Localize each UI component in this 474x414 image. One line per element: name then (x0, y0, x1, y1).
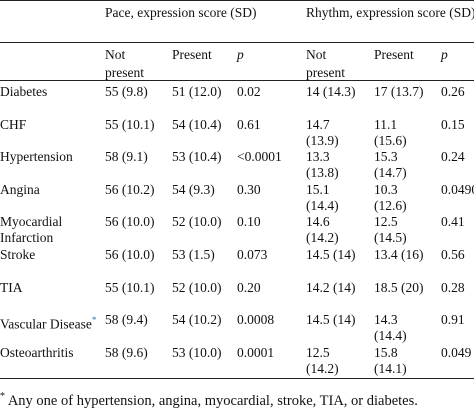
header-pace-group: Pace, expression score (SD) (105, 5, 257, 20)
rhythm-not-present-cell: 14.5 (14) (306, 312, 356, 328)
pace-p-value-cell: 0.20 (237, 279, 261, 295)
row-label: Osteoarthritis (0, 345, 100, 361)
rhythm-p-value-cell: 0.049 (441, 344, 472, 360)
rhythm-p-value-cell: 0.56 (441, 247, 465, 262)
pace-p-value-cell: <0.0001 (237, 149, 282, 165)
pace-not-present-cell: 55 (9.8) (105, 84, 148, 99)
row-label-text: Diabetes (0, 84, 48, 99)
pace-present-cell: 53 (1.5) (172, 247, 215, 262)
row-label: Diabetes (0, 84, 100, 100)
pace-present-cell: 54 (10.2) (172, 312, 222, 328)
footnote-mark: * (0, 391, 5, 402)
row-label-text: Hypertension (0, 149, 73, 165)
pace-present-cell: 52 (10.0) (172, 279, 222, 295)
rhythm-present-cell: 15.3 (14.7) (374, 149, 407, 181)
header-pace-not-present: Not present (105, 47, 144, 80)
table-bottom-rule (0, 378, 474, 379)
pace-present-cell: 51 (12.0) (172, 84, 222, 99)
rhythm-p-value-cell: 0.24 (441, 149, 465, 165)
row-label-text: CHF (0, 116, 27, 132)
header-pace-present: Present (172, 47, 212, 62)
header-rhythm-group: Rhythm, expression score (SD) (306, 5, 474, 20)
pace-p-value-cell: 0.10 (237, 214, 261, 230)
pace-p-value-cell: 0.0008 (237, 312, 275, 328)
header-rhythm-not-present: Not present (306, 47, 345, 80)
rhythm-not-present-cell: 15.1 (14.4) (306, 181, 339, 213)
rhythm-present-cell: 12.5 (14.5) (374, 214, 407, 246)
row-label-text: TIA (0, 279, 23, 295)
pace-not-present-cell: 58 (9.4) (105, 312, 148, 328)
footnote-text: Any one of hypertension, angina, myocard… (7, 392, 418, 409)
row-label-text: Vascular Disease (0, 316, 92, 332)
rhythm-not-present-cell: 14 (14.3) (306, 84, 356, 99)
header-pace-p: p (237, 47, 244, 62)
pace-not-present-cell: 58 (9.1) (105, 149, 148, 165)
pace-p-value-cell: 0.02 (237, 84, 261, 99)
rhythm-not-present-cell: 12.5 (14.2) (306, 344, 339, 376)
row-label: Hypertension (0, 149, 100, 165)
row-label: TIA (0, 280, 100, 296)
pace-present-cell: 54 (9.3) (172, 181, 215, 197)
header-group-rule (0, 42, 474, 43)
pace-present-cell: 54 (10.4) (172, 116, 222, 132)
rhythm-not-present-cell: 13.3 (13.8) (306, 149, 339, 181)
pace-present-cell: 52 (10.0) (172, 214, 222, 230)
rhythm-not-present-cell: 14.7 (13.9) (306, 116, 339, 148)
pace-not-present-cell: 58 (9.6) (105, 344, 148, 360)
row-label-text: Stroke (0, 247, 36, 262)
table-top-rule (0, 0, 474, 1)
footnote-reference-mark[interactable]: * (91, 315, 97, 326)
pace-p-value-cell: 0.30 (237, 181, 261, 197)
pace-present-cell: 53 (10.4) (172, 149, 222, 165)
rhythm-p-value-cell: 0.15 (441, 116, 465, 132)
rhythm-present-cell: 18.5 (20) (374, 279, 424, 295)
rhythm-present-cell: 10.3 (12.6) (374, 181, 407, 213)
row-label-text: Osteoarthritis (0, 344, 74, 360)
row-label: Angina (0, 182, 100, 198)
footnote: * Any one of hypertension, angina, myoca… (0, 388, 418, 410)
rhythm-not-present-cell: 14.2 (14) (306, 279, 356, 295)
pace-p-value-cell: 0.61 (237, 116, 261, 132)
rhythm-p-value-cell: 0.91 (441, 312, 465, 328)
rhythm-p-value-cell: 0.26 (441, 84, 465, 99)
row-label: Myocardial Infarction (0, 214, 100, 246)
rhythm-p-value-cell: 0.28 (441, 279, 465, 295)
pace-not-present-cell: 56 (10.0) (105, 214, 155, 230)
rhythm-present-cell: 11.1 (15.6) (374, 116, 407, 148)
row-label: Vascular Disease* (0, 312, 100, 333)
pace-present-cell: 53 (10.0) (172, 344, 222, 360)
row-label: CHF (0, 117, 100, 133)
pace-not-present-cell: 55 (10.1) (105, 279, 155, 295)
header-rhythm-p: p (441, 47, 448, 62)
rhythm-not-present-cell: 14.5 (14) (306, 247, 356, 262)
rhythm-p-value-cell: 0.0490 (441, 181, 474, 197)
row-label-text: Myocardial Infarction (0, 214, 63, 246)
row-label-text: Angina (0, 181, 40, 197)
pace-not-present-cell: 56 (10.0) (105, 247, 155, 262)
rhythm-p-value-cell: 0.41 (441, 214, 465, 230)
rhythm-present-cell: 17 (13.7) (374, 84, 424, 99)
rhythm-present-cell: 15.8 (14.1) (374, 344, 407, 376)
pace-not-present-cell: 55 (10.1) (105, 116, 155, 132)
pace-p-value-cell: 0.073 (237, 247, 268, 262)
pace-p-value-cell: 0.0001 (237, 344, 275, 360)
rhythm-present-cell: 14.3 (14.4) (374, 312, 407, 344)
header-bottom-rule (0, 80, 474, 81)
rhythm-not-present-cell: 14.6 (14.2) (306, 214, 339, 246)
row-label: Stroke (0, 247, 100, 263)
pace-not-present-cell: 56 (10.2) (105, 181, 155, 197)
rhythm-present-cell: 13.4 (16) (374, 247, 424, 262)
header-rhythm-present: Present (374, 47, 414, 62)
